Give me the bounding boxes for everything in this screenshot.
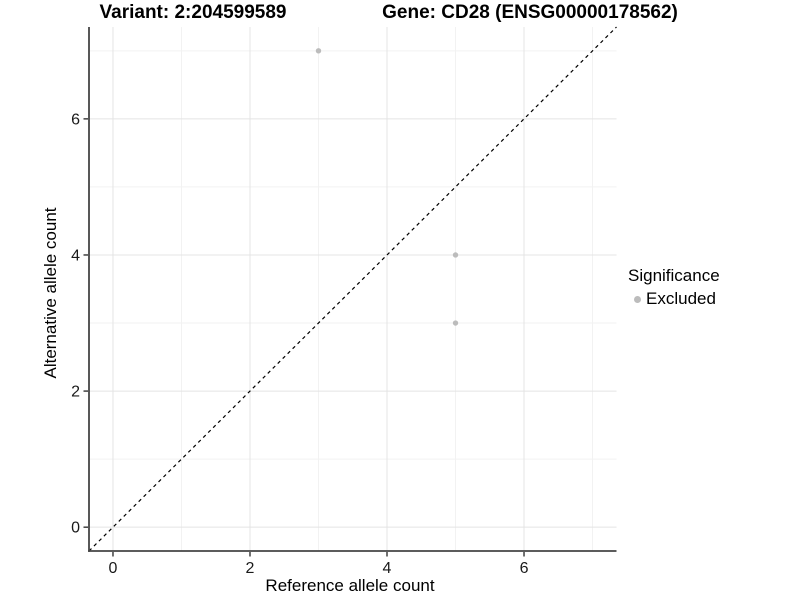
legend: Significance Excluded — [628, 266, 720, 309]
legend-point-icon — [634, 295, 641, 303]
legend-item-excluded: Excluded — [628, 289, 720, 309]
y-tick-label: 2 — [71, 384, 80, 401]
data-point — [315, 48, 322, 54]
x-tick-label: 4 — [383, 560, 392, 577]
data-point — [452, 252, 459, 258]
identity-line — [88, 26, 617, 552]
x-tick-label: 2 — [246, 560, 255, 577]
plot-title-variant: Variant: 2:204599589 — [99, 2, 287, 23]
data-point — [452, 320, 459, 326]
legend-title: Significance — [628, 266, 720, 285]
x-tick-label: 0 — [109, 560, 118, 577]
y-axis-title: Alternative allele count — [41, 207, 60, 379]
y-tick-label: 0 — [71, 520, 80, 537]
y-tick-label: 6 — [71, 111, 80, 128]
y-tick-label: 4 — [71, 247, 80, 264]
legend-item-label: Excluded — [646, 289, 716, 308]
x-axis-title: Reference allele count — [265, 576, 435, 595]
x-tick-label: 6 — [520, 560, 529, 577]
plot-title-gene: Gene: CD28 (ENSG00000178562) — [382, 2, 678, 23]
